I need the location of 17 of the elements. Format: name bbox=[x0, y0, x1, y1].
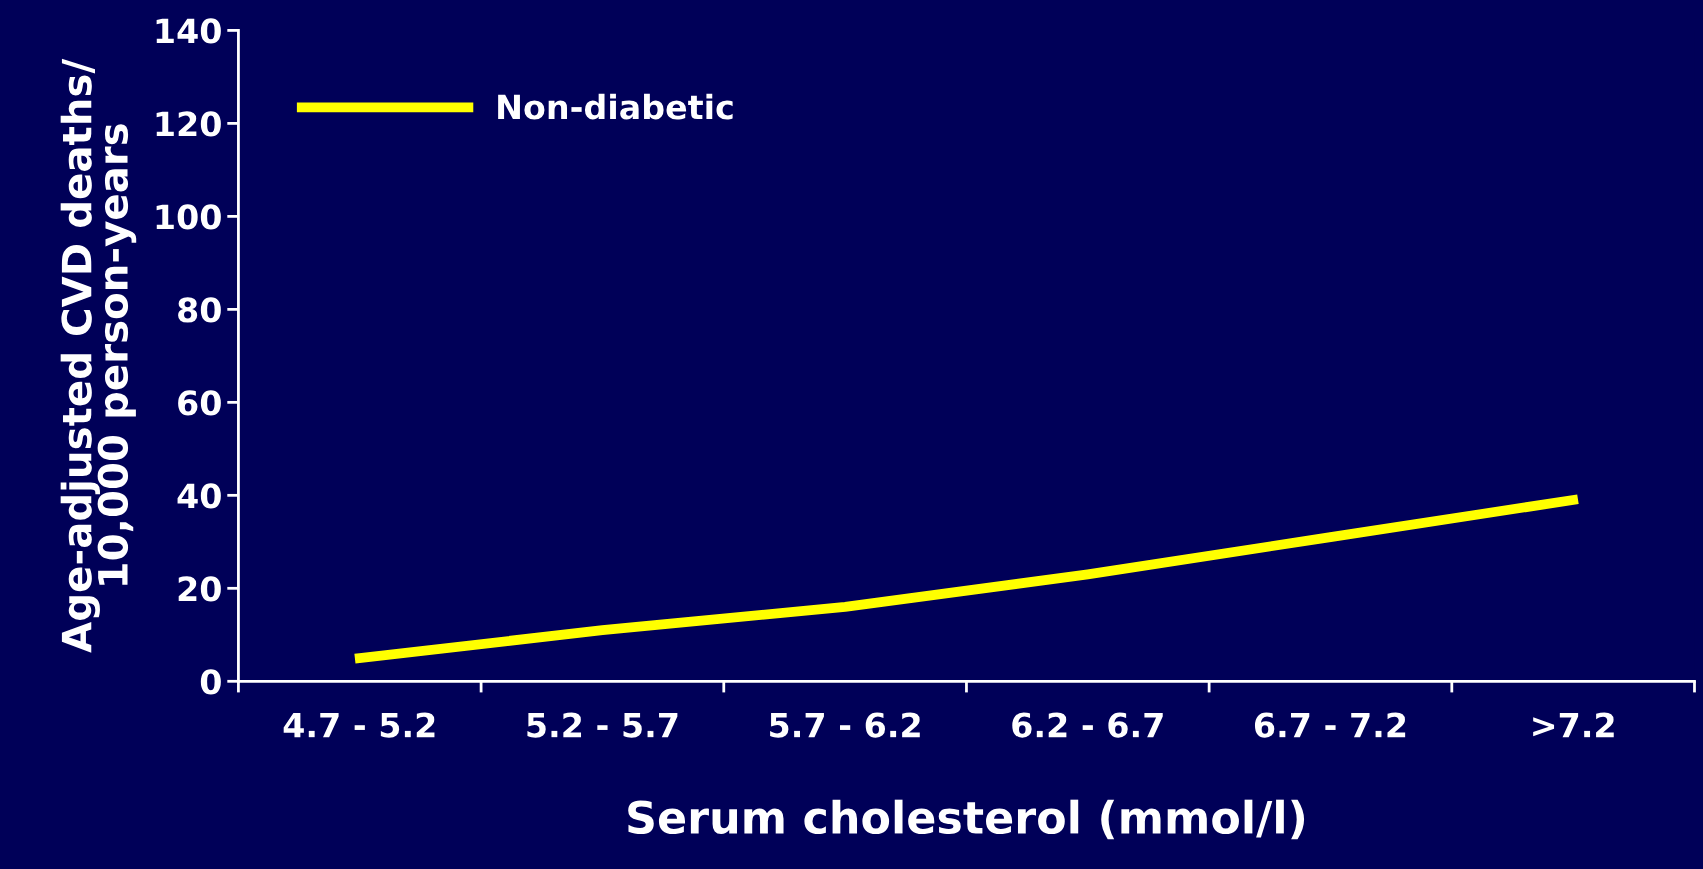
x-tick-label: 6.7 - 7.2 bbox=[1254, 712, 1406, 738]
y-tick-label: 120 bbox=[156, 111, 221, 137]
x-tick-label: 4.7 - 5.2 bbox=[283, 712, 435, 738]
y-tick-label: 0 bbox=[200, 669, 221, 695]
y-tick-label: 40 bbox=[177, 483, 221, 509]
x-tick-label: 6.2 - 6.7 bbox=[1012, 712, 1163, 738]
text: Non-diabetic bbox=[498, 93, 733, 120]
y-tick-label: 60 bbox=[178, 390, 221, 416]
y-tick-label: 140 bbox=[156, 18, 221, 44]
y-tick-label: 100 bbox=[156, 204, 221, 230]
x-tick-label: >7.2 bbox=[1533, 712, 1614, 738]
y-axis-title: Age-adjusted CVD deaths/ 10,000 person-years bbox=[60, 58, 137, 653]
y-tick-label: 20 bbox=[178, 576, 221, 602]
x-axis-title: Serum cholesterol (mmol/l) bbox=[628, 799, 1305, 840]
y-tick-label: 80 bbox=[178, 297, 221, 323]
x-tick-label: 5.2 - 5.7 bbox=[527, 712, 678, 738]
x-tick-label: 5.7 - 6.2 bbox=[770, 712, 920, 738]
